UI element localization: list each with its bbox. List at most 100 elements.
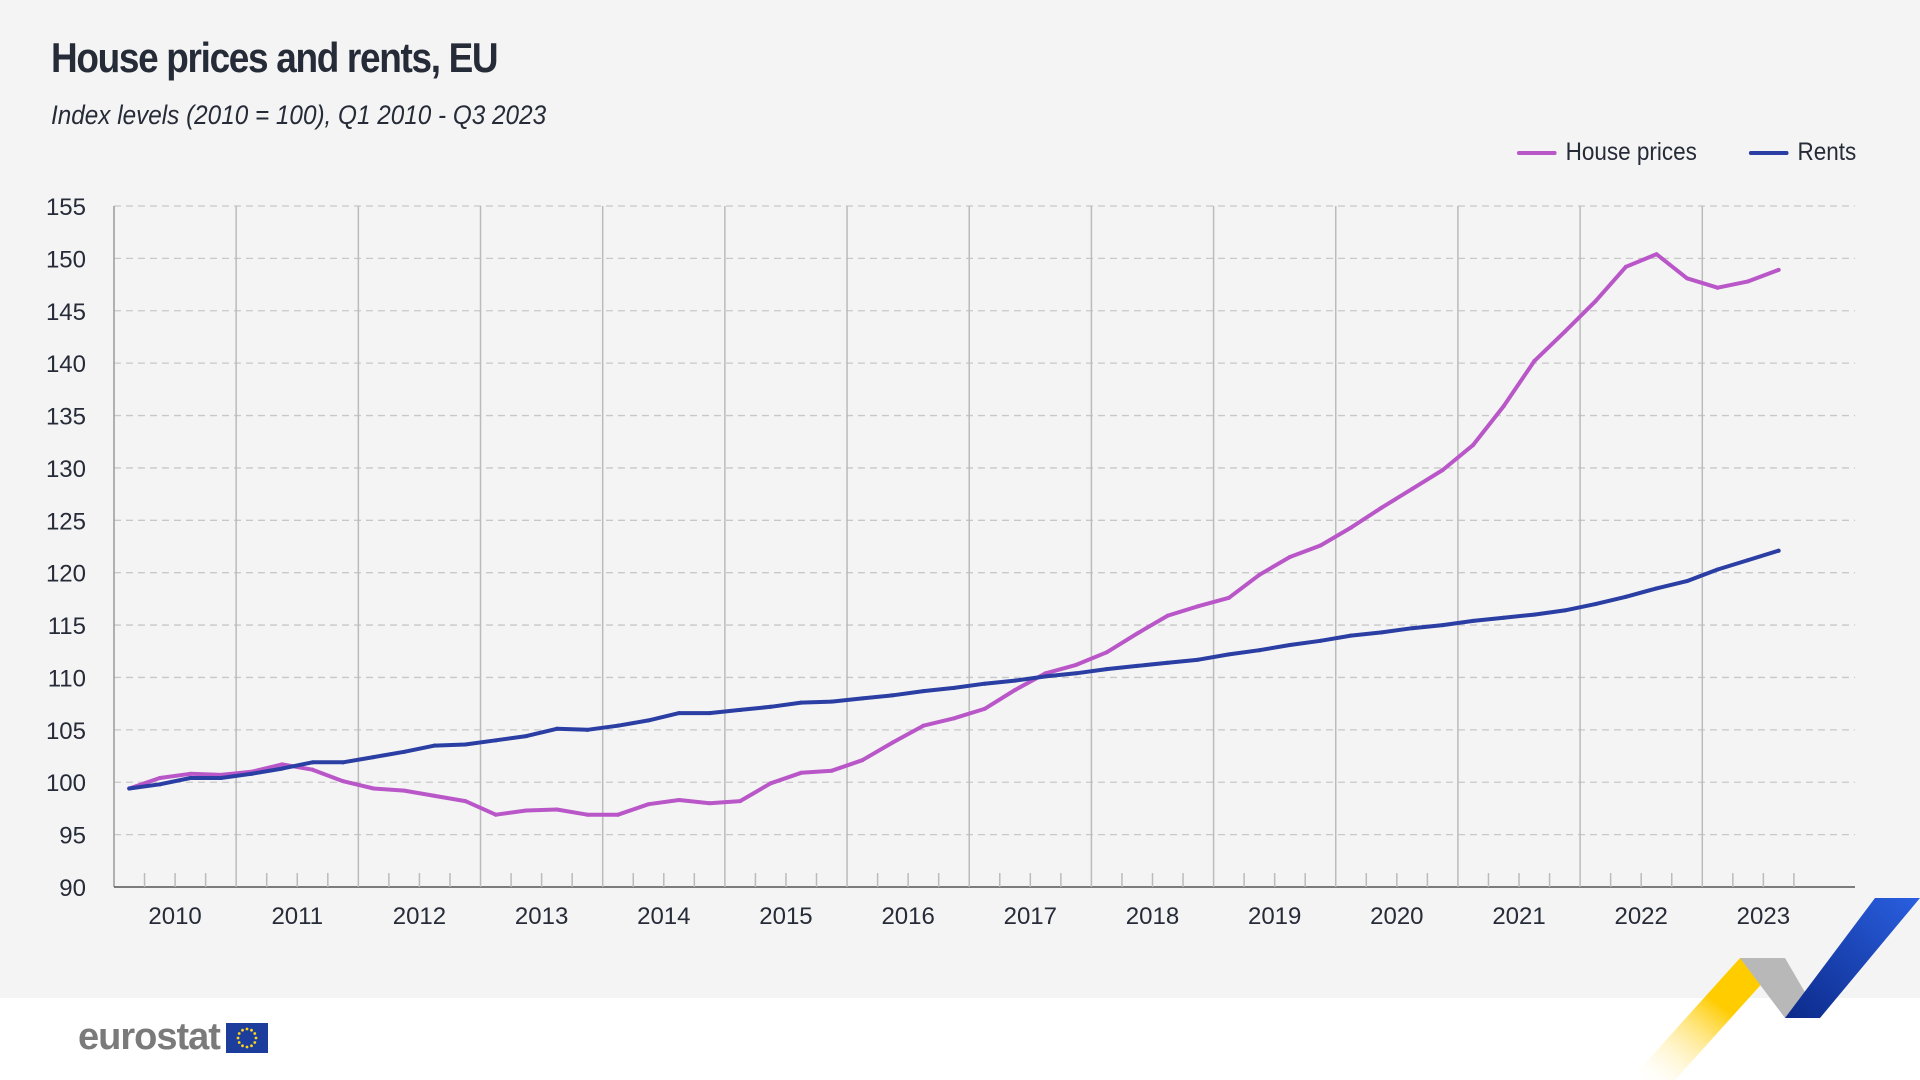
data-point	[1776, 548, 1781, 553]
data-point	[310, 767, 315, 772]
data-point	[1746, 558, 1751, 563]
data-point	[890, 693, 895, 698]
data-point	[1257, 648, 1262, 653]
y-tick-label: 130	[46, 456, 86, 483]
legend-label: House prices	[1565, 138, 1697, 166]
series-line-house-prices	[127, 252, 1781, 817]
x-tick-label: 2013	[515, 903, 568, 930]
legend-item-rents: Rents	[1748, 138, 1856, 167]
data-point	[188, 771, 193, 776]
y-tick-label: 100	[46, 770, 86, 797]
data-point	[279, 766, 284, 771]
data-point	[677, 711, 682, 716]
data-point	[524, 734, 529, 739]
x-tick-label: 2022	[1614, 903, 1667, 930]
data-point	[1440, 623, 1445, 628]
x-tick-label: 2017	[1004, 903, 1057, 930]
data-point	[1318, 543, 1323, 548]
footer	[0, 998, 1920, 1080]
y-tick-label: 110	[48, 665, 86, 692]
data-point	[188, 776, 193, 781]
data-point	[1776, 267, 1781, 272]
y-tick-label: 155	[46, 194, 86, 221]
data-point	[646, 802, 651, 807]
chart-title: House prices and rents, EU	[51, 34, 499, 81]
data-point	[1074, 671, 1079, 676]
data-point	[279, 762, 284, 767]
eu-flag-icon	[225, 1022, 268, 1053]
data-point	[341, 760, 346, 765]
data-point	[1287, 554, 1292, 559]
x-tick-label: 2023	[1737, 903, 1790, 930]
data-point	[1715, 567, 1720, 572]
data-point	[1104, 667, 1109, 672]
chart-subtitle: Index levels (2010 = 100), Q1 2010 - Q3 …	[51, 100, 547, 130]
data-point	[1043, 674, 1048, 679]
data-point	[1349, 633, 1354, 638]
data-point	[615, 812, 620, 817]
legend: House prices Rents	[1497, 138, 1856, 167]
data-point	[677, 798, 682, 803]
data-point	[157, 776, 162, 781]
legend-swatch-rents	[1748, 150, 1789, 155]
data-point	[493, 812, 498, 817]
data-point	[1287, 642, 1292, 647]
data-point	[1349, 525, 1354, 530]
x-tick-label: 2016	[881, 903, 934, 930]
y-tick-label: 115	[48, 613, 86, 640]
x-tick-label: 2011	[271, 903, 323, 930]
y-tick-label: 135	[46, 404, 86, 431]
eurostat-logo: eurostat	[78, 1016, 268, 1059]
x-tick-label: 2010	[148, 903, 201, 930]
data-point	[1532, 359, 1537, 364]
data-point	[1685, 579, 1690, 584]
data-point	[1562, 608, 1567, 613]
data-point	[615, 723, 620, 728]
data-point	[1410, 486, 1415, 491]
data-point	[432, 743, 437, 748]
data-point	[310, 760, 315, 765]
data-point	[1593, 602, 1598, 607]
data-point	[1013, 678, 1018, 683]
data-point	[1379, 505, 1384, 510]
x-tick-label: 2019	[1248, 903, 1301, 930]
data-point	[738, 707, 743, 712]
data-point	[402, 788, 407, 793]
data-point	[707, 711, 712, 716]
legend-label: Rents	[1797, 138, 1856, 166]
x-tick-label: 2014	[637, 903, 690, 930]
data-point	[799, 700, 804, 705]
y-tick-label: 150	[46, 246, 86, 273]
data-point	[463, 742, 468, 747]
data-point	[1562, 329, 1567, 334]
logo-text: eurostat	[78, 1016, 221, 1058]
y-tick-label: 125	[46, 508, 86, 535]
legend-swatch-house-prices	[1516, 150, 1557, 155]
data-point	[371, 786, 376, 791]
y-tick-label: 140	[46, 351, 86, 378]
data-point	[127, 786, 132, 791]
data-point	[890, 740, 895, 745]
data-point	[157, 782, 162, 787]
data-point	[493, 738, 498, 743]
data-point	[1104, 650, 1109, 655]
data-point	[554, 726, 559, 731]
x-tick-label: 2018	[1126, 903, 1179, 930]
data-point	[1654, 252, 1659, 257]
data-point	[1226, 652, 1231, 657]
data-point	[1471, 618, 1476, 623]
x-tick-label: 2020	[1370, 903, 1423, 930]
data-point	[860, 758, 865, 763]
data-point	[829, 699, 834, 704]
data-point	[1074, 662, 1079, 667]
y-tick-label: 90	[59, 875, 86, 902]
y-tick-label: 120	[46, 561, 86, 588]
data-point	[646, 718, 651, 723]
data-point	[1226, 595, 1231, 600]
decorative-ribbon-icon	[1630, 898, 1920, 1080]
data-point	[1471, 442, 1476, 447]
data-point	[860, 696, 865, 701]
x-tick-label: 2021	[1492, 903, 1545, 930]
y-tick-label: 105	[46, 718, 86, 745]
